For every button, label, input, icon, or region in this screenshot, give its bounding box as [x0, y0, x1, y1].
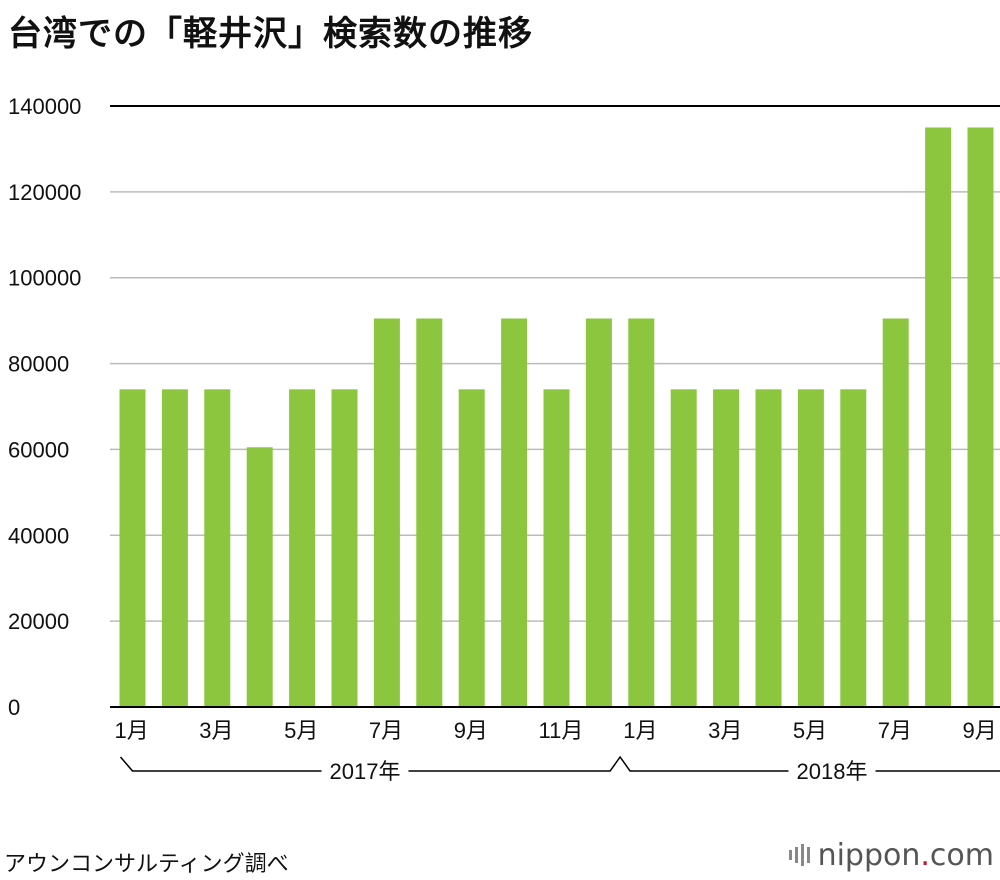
x-tick-label: 3月: [708, 718, 742, 743]
bar: [458, 389, 485, 707]
bar: [713, 389, 740, 707]
logo-tld: com: [929, 837, 994, 873]
bar: [797, 389, 824, 707]
bar: [289, 389, 316, 707]
y-tick-label: 0: [8, 695, 20, 720]
bar: [331, 389, 358, 707]
bar: [204, 389, 231, 707]
bar: [840, 389, 867, 707]
x-tick-label: 11月: [539, 718, 584, 743]
bar: [967, 127, 994, 707]
bar: [416, 318, 443, 707]
bar: [161, 389, 188, 707]
y-axis-tick-labels: 0 20000 40000 60000 80000 100000 120000 140000: [8, 94, 81, 720]
year-bracket-line: [119, 755, 1000, 772]
logo-name: nippon: [817, 837, 921, 873]
bar: [585, 318, 612, 707]
bar: [670, 389, 697, 707]
y-tick-label: 80000: [8, 352, 69, 377]
x-tick-label: 9月: [963, 718, 997, 743]
y-tick-label: 20000: [8, 609, 69, 634]
source-note: アウンコンサルティング調べ: [4, 852, 289, 877]
bars: [110, 127, 1000, 708]
x-tick-label: 1月: [115, 718, 149, 743]
chart-title: 台湾での「軽井沢」検索数の推移: [8, 14, 533, 54]
x-tick-label: 5月: [793, 718, 827, 743]
bar: [373, 318, 400, 707]
x-tick-label: 5月: [284, 718, 318, 743]
x-axis-tick-labels: 1月 3月 5月 7月 9月 11月 1月 3月 5月 7月 9月: [115, 718, 997, 743]
x-tick-label: 9月: [454, 718, 488, 743]
x-tick-label: 3月: [199, 718, 233, 743]
bar: [543, 389, 570, 707]
x-tick-label: 7月: [369, 718, 403, 743]
nippon-logo: nippon. com: [788, 837, 994, 873]
bar: [925, 127, 952, 707]
year-label: 2017年: [330, 759, 401, 784]
bar: [882, 318, 909, 707]
x-tick-label: 7月: [878, 718, 912, 743]
y-tick-label: 100000: [8, 266, 81, 291]
year-label-background: [788, 757, 876, 785]
y-tick-label: 60000: [8, 437, 69, 462]
bar: [119, 389, 146, 707]
bar: [628, 318, 655, 707]
year-brackets: 2017年 2018年: [119, 755, 1000, 785]
bar: [246, 447, 273, 707]
bar: [501, 318, 528, 707]
y-tick-label: 40000: [8, 523, 69, 548]
y-tick-label: 120000: [8, 180, 81, 205]
logo-dot: .: [920, 837, 930, 873]
bar-chart: 020000400006000080000100000120000140000 …: [8, 94, 1000, 785]
x-tick-label: 1月: [623, 718, 657, 743]
bar: [755, 389, 782, 707]
year-label: 2018年: [797, 759, 868, 784]
year-label-background: [321, 757, 409, 785]
logo-bars-icon: [788, 844, 810, 866]
y-tick-label: 140000: [8, 94, 81, 119]
